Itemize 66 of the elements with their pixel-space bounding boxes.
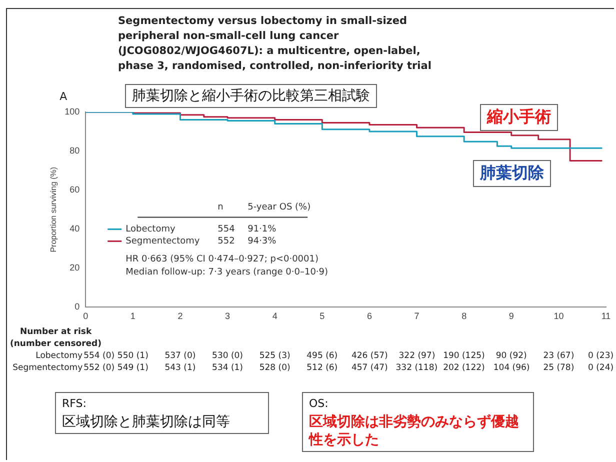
x-tick-label: 2 bbox=[178, 311, 183, 322]
legend-label: Lobectomy bbox=[126, 224, 176, 235]
x-tick-label: 5 bbox=[320, 311, 325, 322]
y-axis-title: Proportion surviving (%) bbox=[49, 166, 58, 252]
text: 457 (47) bbox=[351, 363, 388, 374]
y-tick-label: 60 bbox=[70, 184, 80, 195]
text: 528 (0) bbox=[259, 363, 290, 374]
text: 90 (92) bbox=[496, 351, 527, 362]
text: 322 (97) bbox=[398, 351, 436, 362]
text: RFS: bbox=[62, 396, 88, 412]
text: 肺葉切除と縮小手術の比較第三相試験 bbox=[125, 84, 377, 108]
text: 25 (78) bbox=[543, 363, 574, 374]
x-tick-label: 11 bbox=[601, 311, 611, 322]
x-tick-label: 1 bbox=[130, 311, 136, 322]
text: (number censored) bbox=[10, 339, 102, 350]
text: 512 (6) bbox=[306, 363, 338, 374]
annotation: Median follow-up: 7·3 years (range 0·0–10·9) bbox=[126, 268, 328, 278]
text: Segmentectomy bbox=[12, 363, 83, 374]
annotation: 94·3% bbox=[248, 236, 277, 247]
x-tick-label: 8 bbox=[462, 311, 467, 322]
x-tick-label: 3 bbox=[225, 311, 230, 322]
y-tick-label: 80 bbox=[70, 146, 80, 156]
text: 543 (1) bbox=[164, 363, 196, 374]
text: 区域切除は非劣勢のみならず優越性を示した bbox=[309, 413, 520, 449]
chart-title: Segmentectomy versus lobectomy in small-sized peripheral non-small-cell lung cancer (JCOG0802/WJOG4607L): a multicentre, open-label, phase 3, randomised, controlled, non-inferiority trial bbox=[118, 14, 432, 74]
x-tick-label: 9 bbox=[508, 311, 514, 322]
y-tick-label: 100 bbox=[64, 106, 80, 116]
x-tick-label: 7 bbox=[414, 311, 420, 322]
text: A bbox=[60, 90, 68, 103]
legend-label: Segmentectomy bbox=[126, 236, 200, 247]
text: 537 (0) bbox=[164, 351, 196, 362]
annotation: 肺葉切除 bbox=[473, 160, 551, 187]
annotation: n bbox=[218, 202, 224, 213]
y-tick-label: 0 bbox=[74, 302, 80, 312]
text: 525 (3) bbox=[259, 351, 290, 362]
text: 549 (1) bbox=[117, 363, 148, 374]
y-tick-label: 20 bbox=[70, 262, 80, 273]
text: 202 (122) bbox=[443, 363, 485, 374]
annotation: 91·1% bbox=[248, 224, 277, 235]
text: 区域切除と肺葉切除は同等 bbox=[62, 413, 231, 431]
x-tick-label: 10 bbox=[554, 311, 564, 322]
text: 332 (118) bbox=[396, 363, 438, 374]
text: 0 (24) bbox=[588, 363, 614, 374]
annotation: HR 0·663 (95% CI 0·474–0·927; p<0·0001) bbox=[126, 254, 318, 265]
text: 552 (0) bbox=[84, 363, 115, 374]
text: 104 (96) bbox=[493, 363, 530, 374]
y-tick-label: 40 bbox=[70, 224, 80, 234]
text: Number at risk bbox=[20, 327, 92, 338]
text: OS: bbox=[309, 396, 330, 412]
text: 23 (67) bbox=[543, 351, 574, 362]
text: 495 (6) bbox=[306, 351, 338, 362]
annotation: 554 bbox=[218, 224, 236, 235]
text: 190 (125) bbox=[443, 351, 485, 362]
text: 0 (23) bbox=[588, 351, 614, 362]
text: 530 (0) bbox=[212, 351, 243, 362]
text: 534 (1) bbox=[212, 363, 243, 374]
text: Lobectomy bbox=[36, 351, 83, 362]
x-tick-label: 0 bbox=[83, 311, 88, 322]
annotation: 縮小手術 bbox=[480, 104, 558, 131]
x-tick-label: 4 bbox=[272, 311, 278, 322]
annotation: 552 bbox=[218, 236, 235, 247]
text: 554 (0) bbox=[84, 351, 115, 362]
text: 550 (1) bbox=[117, 351, 148, 362]
x-tick-label: 6 bbox=[366, 311, 372, 322]
text: 426 (57) bbox=[351, 351, 388, 362]
annotation: 5-year OS (%) bbox=[248, 202, 311, 213]
